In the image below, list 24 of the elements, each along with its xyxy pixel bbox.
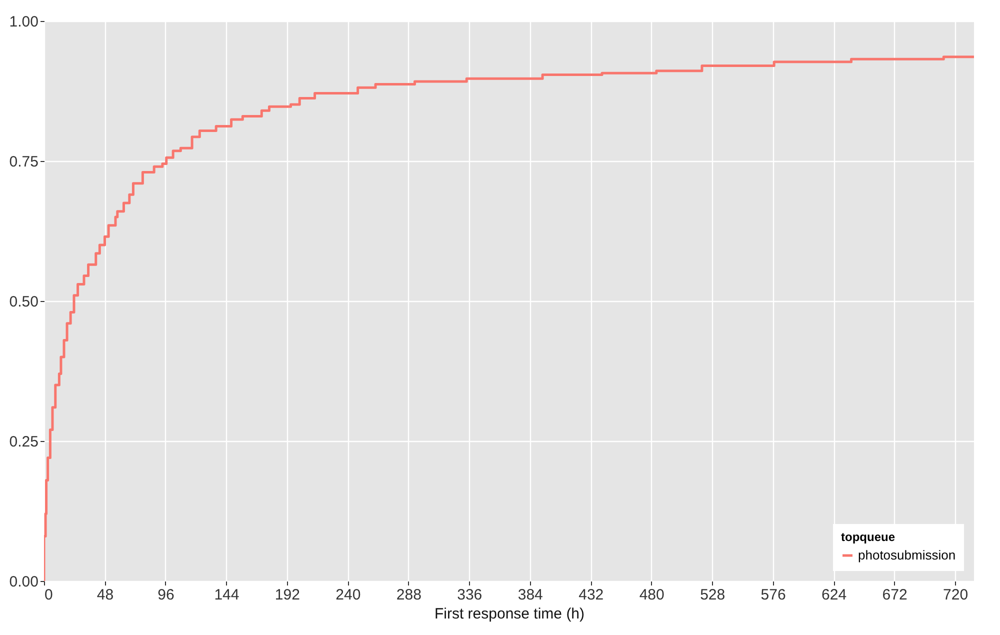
- x-tick-label: 288: [396, 586, 422, 604]
- x-tick-label: 672: [882, 586, 908, 604]
- x-tick-label: 720: [943, 586, 968, 604]
- y-tick-label: 1.00: [9, 14, 38, 30]
- x-tick-label: 528: [700, 586, 726, 604]
- x-tick-label: 0: [44, 586, 53, 604]
- y-tick-label: 0.25: [9, 434, 38, 450]
- x-tick-label: 144: [214, 586, 240, 604]
- x-tick-label: 96: [158, 586, 174, 604]
- x-tick-label: 240: [336, 586, 361, 604]
- legend-label: photosubmission: [858, 548, 956, 562]
- x-tick-label: 480: [639, 586, 664, 604]
- x-tick-label: 624: [822, 586, 847, 604]
- x-tick-label: 336: [457, 586, 482, 604]
- x-tick-label: 48: [96, 586, 114, 604]
- y-tick-label: 0.50: [9, 294, 38, 310]
- x-tick-label: 432: [578, 586, 604, 604]
- y-tick-label: 0.00: [9, 574, 38, 590]
- y-tick-label: 0.75: [9, 154, 38, 170]
- x-tick-label: 576: [760, 586, 786, 604]
- x-tick-label: 384: [518, 586, 543, 604]
- x-axis-title: First response time (h): [434, 606, 585, 622]
- legend-title: topqueue: [841, 530, 896, 544]
- x-tick-label: 192: [274, 586, 300, 604]
